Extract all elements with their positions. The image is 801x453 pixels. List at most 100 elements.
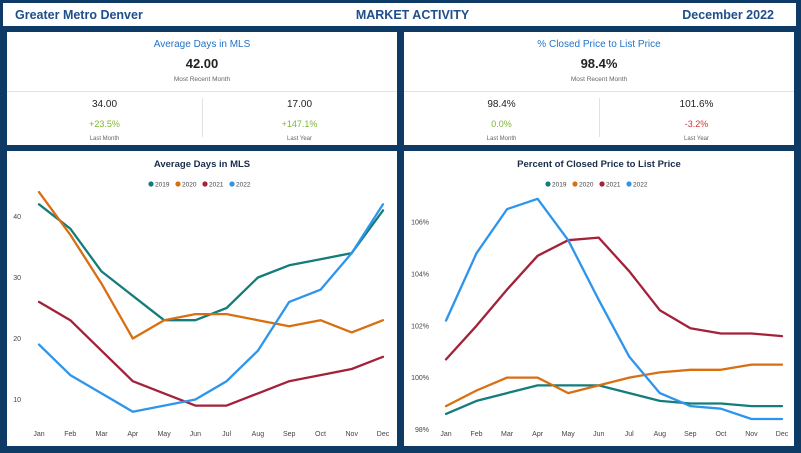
kpi-last-year-label: Last Year bbox=[286, 136, 313, 142]
chart-panel-closed-price: Percent of Closed Price to List Price 20… bbox=[404, 151, 794, 446]
divider bbox=[599, 98, 600, 137]
legend-item: 2022 bbox=[626, 181, 648, 188]
legend-swatch bbox=[626, 181, 632, 187]
legend-label: 2022 bbox=[633, 181, 648, 188]
series-line-2020 bbox=[37, 190, 385, 340]
legend-item: 2021 bbox=[202, 181, 224, 188]
kpi-main-value: 98.4% bbox=[580, 56, 618, 71]
kpi-last-month-change: 0.0% bbox=[491, 119, 512, 129]
kpi-card-closed-price: % Closed Price to List Price 98.4% Most … bbox=[404, 32, 794, 145]
y-tick-label: 98% bbox=[415, 427, 429, 434]
y-tick-label: 100% bbox=[411, 375, 429, 382]
kpi-last-year-value: 101.6% bbox=[679, 99, 714, 110]
x-tick-label: Mar bbox=[96, 431, 109, 438]
chart-panel-days-in-mls: Average Days in MLS 2019 2020 2021 2022 10 20… bbox=[7, 151, 397, 446]
series-line-2019 bbox=[444, 384, 784, 416]
x-tick-label: Sep bbox=[283, 431, 296, 438]
y-tick-label: 106% bbox=[411, 220, 429, 227]
legend-label: 2021 bbox=[209, 181, 224, 188]
x-tick-label: Jun bbox=[593, 431, 604, 438]
kpi-last-year-change: -3.2% bbox=[684, 119, 709, 129]
y-tick-label: 104% bbox=[411, 271, 429, 278]
series-line-2020 bbox=[444, 363, 784, 408]
legend-label: 2020 bbox=[579, 181, 594, 188]
kpi-last-month-label: Last Month bbox=[89, 136, 120, 142]
x-tick-label: Oct bbox=[715, 431, 726, 438]
legend-item: 2019 bbox=[148, 181, 170, 188]
series-line-2021 bbox=[37, 300, 385, 407]
kpi-last-month: 34.00 +23.5% Last Month bbox=[7, 96, 202, 142]
x-tick-label: Nov bbox=[346, 431, 359, 438]
section-title: MARKET ACTIVITY bbox=[355, 7, 470, 22]
legend-swatch bbox=[545, 181, 551, 187]
kpi-card-days-in-mls: Average Days in MLS 42.00 Most Recent Mo… bbox=[7, 32, 397, 145]
x-tick-label: Aug bbox=[654, 431, 667, 438]
y-tick-label: 10 bbox=[13, 397, 21, 404]
kpi-last-month-label: Last Month bbox=[486, 136, 517, 142]
x-tick-label: May bbox=[562, 431, 576, 438]
kpi-main-value: 42.00 bbox=[185, 56, 219, 71]
legend-item: 2022 bbox=[229, 181, 251, 188]
y-tick-label: 20 bbox=[13, 336, 21, 343]
closed-price-line-chart: 2019 2020 2021 2022 98% 100% 102% 104% 106% Jan Fe… bbox=[411, 181, 789, 438]
x-tick-label: Mar bbox=[501, 431, 514, 438]
legend-item: 2020 bbox=[175, 181, 197, 188]
x-tick-label: Jul bbox=[625, 431, 634, 438]
chart-title: Average Days in MLS bbox=[153, 159, 251, 170]
legend-label: 2022 bbox=[236, 181, 251, 188]
region-title: Greater Metro Denver bbox=[15, 7, 143, 22]
series-line-2022 bbox=[37, 203, 385, 413]
x-tick-label: Dec bbox=[377, 431, 390, 438]
y-tick-label: 30 bbox=[13, 275, 21, 282]
x-tick-label: Apr bbox=[127, 431, 139, 438]
kpi-last-year: 17.00 +147.1% Last Year bbox=[202, 96, 397, 142]
kpi-title: % Closed Price to List Price bbox=[537, 39, 661, 50]
y-tick-label: 102% bbox=[411, 323, 429, 330]
x-tick-label: Jan bbox=[33, 431, 44, 438]
x-tick-label: Apr bbox=[532, 431, 544, 438]
x-tick-label: Nov bbox=[745, 431, 758, 438]
kpi-last-month-value: 34.00 bbox=[91, 99, 118, 110]
x-tick-label: Feb bbox=[64, 431, 76, 438]
x-tick-label: Dec bbox=[776, 431, 789, 438]
period-title: December 2022 bbox=[682, 7, 774, 22]
legend-swatch bbox=[572, 181, 578, 187]
chart-legend: 2019 2020 2021 2022 bbox=[545, 181, 648, 188]
series-line-2019 bbox=[37, 203, 385, 322]
chart-title: Percent of Closed Price to List Price bbox=[517, 159, 681, 170]
x-tick-label: Jan bbox=[440, 431, 451, 438]
x-tick-label: Oct bbox=[315, 431, 326, 438]
legend-swatch bbox=[175, 181, 181, 187]
legend-item: 2019 bbox=[545, 181, 567, 188]
kpi-title: Average Days in MLS bbox=[153, 39, 251, 50]
x-tick-label: Feb bbox=[471, 431, 483, 438]
x-tick-label: Jun bbox=[190, 431, 201, 438]
legend-label: 2019 bbox=[155, 181, 170, 188]
divider bbox=[202, 98, 203, 137]
legend-label: 2019 bbox=[552, 181, 567, 188]
kpi-last-month: 98.4% 0.0% Last Month bbox=[404, 96, 599, 142]
kpi-last-year-change: +147.1% bbox=[281, 119, 318, 129]
kpi-main-label: Most Recent Month bbox=[173, 76, 231, 83]
legend-swatch bbox=[202, 181, 208, 187]
divider bbox=[7, 91, 397, 92]
legend-label: 2020 bbox=[182, 181, 197, 188]
kpi-last-year: 101.6% -3.2% Last Year bbox=[599, 96, 794, 142]
divider bbox=[404, 91, 794, 92]
x-tick-label: May bbox=[157, 431, 171, 438]
kpi-last-month-change: +23.5% bbox=[89, 119, 120, 129]
x-tick-label: Sep bbox=[684, 431, 697, 438]
days-in-mls-line-chart: 2019 2020 2021 2022 10 20 30 40 Jan Feb Mar Apr May J… bbox=[13, 181, 390, 438]
x-tick-label: Jul bbox=[222, 431, 231, 438]
legend-label: 2021 bbox=[606, 181, 621, 188]
legend-swatch bbox=[148, 181, 154, 187]
legend-swatch bbox=[229, 181, 235, 187]
kpi-main-label: Most Recent Month bbox=[570, 76, 628, 83]
kpi-last-month-value: 98.4% bbox=[487, 99, 516, 110]
legend-swatch bbox=[599, 181, 605, 187]
legend-item: 2021 bbox=[599, 181, 621, 188]
legend-item: 2020 bbox=[572, 181, 594, 188]
x-tick-label: Aug bbox=[252, 431, 265, 438]
y-tick-label: 40 bbox=[13, 214, 21, 221]
kpi-last-year-label: Last Year bbox=[683, 136, 710, 142]
